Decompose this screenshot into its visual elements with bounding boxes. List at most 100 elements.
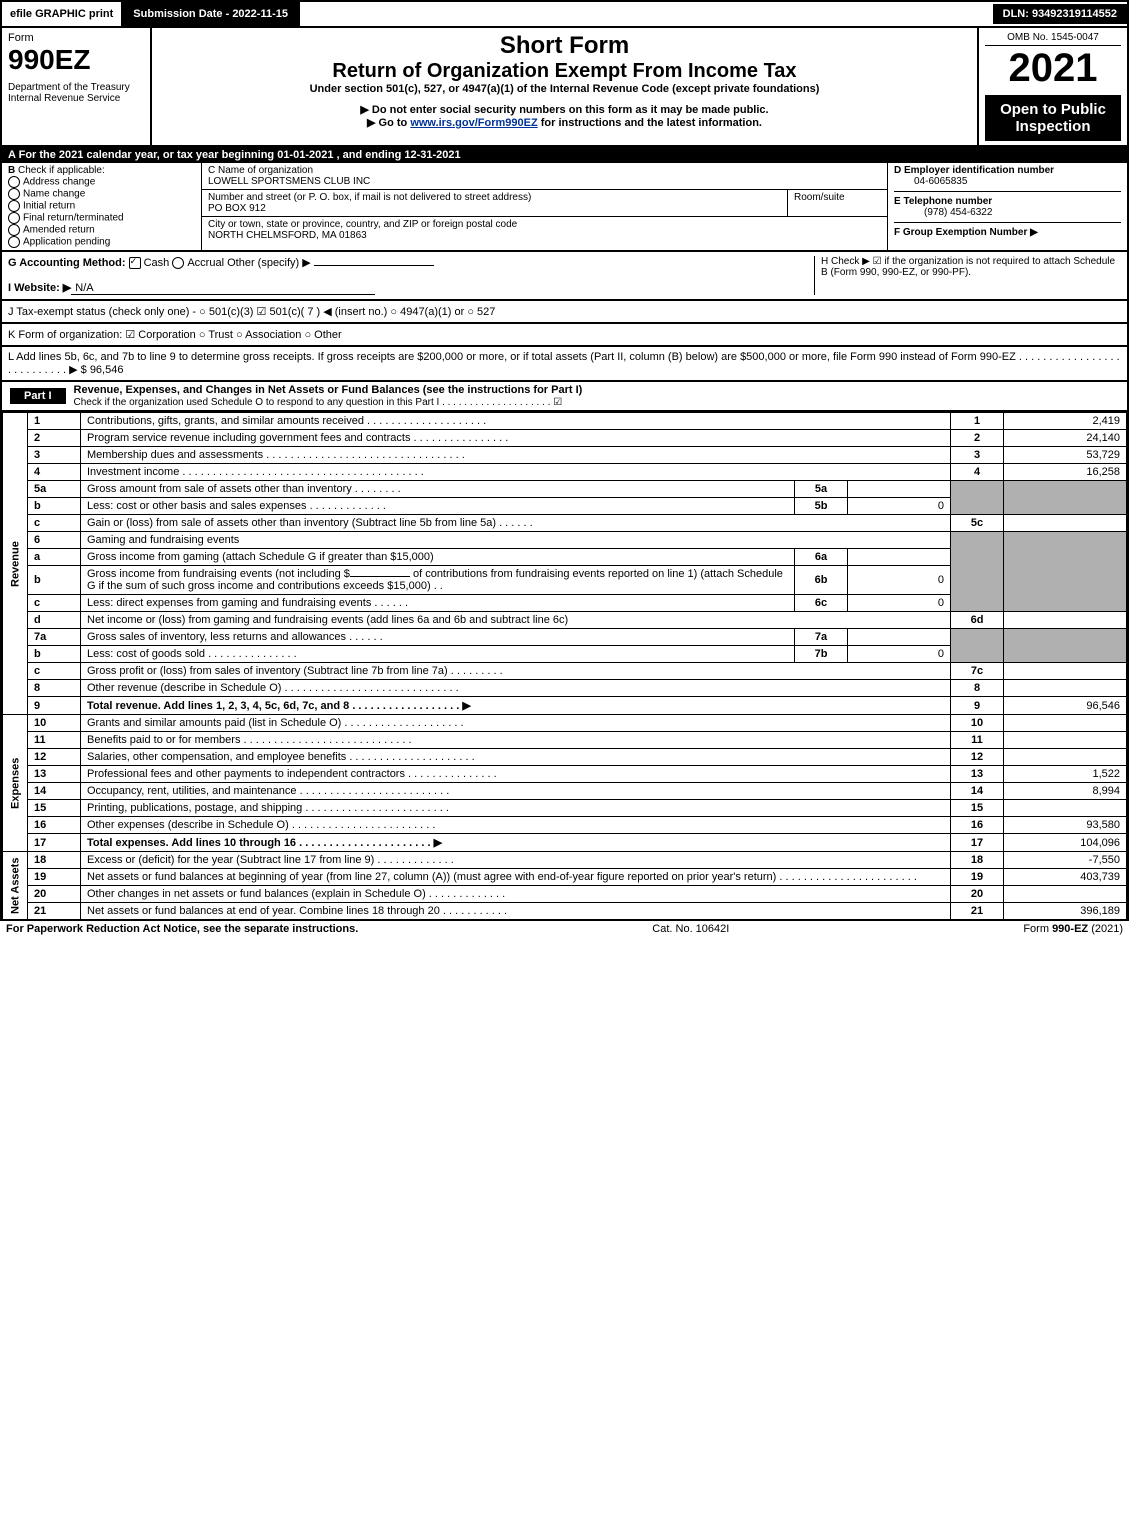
ln-9-text: Total revenue. Add lines 1, 2, 3, 4, 5c,… <box>87 700 471 712</box>
checkbox-application-pending[interactable] <box>8 236 20 248</box>
ln-5b-sa: 0 <box>848 498 951 515</box>
ln-1-amt: 2,419 <box>1004 413 1127 430</box>
top-bar: efile GRAPHIC print Submission Date - 20… <box>0 0 1129 26</box>
subtitle-3: ▶ Go to www.irs.gov/Form990EZ for instru… <box>158 116 971 129</box>
ln-4-amt: 16,258 <box>1004 464 1127 481</box>
b-opt-2: Initial return <box>23 201 75 212</box>
ln-6a-sa <box>848 549 951 566</box>
ln-20-text: Other changes in net assets or fund bala… <box>81 886 951 903</box>
checkbox-address-change[interactable] <box>8 176 20 188</box>
line-a: A For the 2021 calendar year, or tax yea… <box>0 147 1129 163</box>
g-other: Other (specify) ▶ <box>227 257 311 269</box>
b-opt-0: Address change <box>23 177 95 188</box>
ln-8-text: Other revenue (describe in Schedule O) .… <box>81 680 951 697</box>
line-l: L Add lines 5b, 6c, and 7b to line 9 to … <box>0 347 1129 382</box>
ln-7c-text: Gross profit or (loss) from sales of inv… <box>81 663 951 680</box>
ln-7b-sa: 0 <box>848 646 951 663</box>
subtitle-1: Under section 501(c), 527, or 4947(a)(1)… <box>158 83 971 95</box>
open-public: Open to Public Inspection <box>985 95 1121 141</box>
footer-right: Form 990-EZ (2021) <box>1023 923 1123 935</box>
net-assets-label: Net Assets <box>3 852 28 920</box>
form-number: 990EZ <box>8 44 144 76</box>
checkbox-cash[interactable] <box>129 257 141 269</box>
b-opt-5: Application pending <box>23 237 110 248</box>
part-1-heading: Revenue, Expenses, and Changes in Net As… <box>74 384 583 396</box>
addr-lbl: Number and street (or P. O. box, if mail… <box>208 192 531 203</box>
department: Department of the Treasury Internal Reve… <box>8 82 144 104</box>
ln-17-text: Total expenses. Add lines 10 through 16 … <box>87 837 442 849</box>
ln-2-amt: 24,140 <box>1004 430 1127 447</box>
ln-16-text: Other expenses (describe in Schedule O) … <box>81 817 951 834</box>
ln-6d-amt <box>1004 612 1127 629</box>
footer-left: For Paperwork Reduction Act Notice, see … <box>6 923 358 935</box>
ln-6b-sl: 6b <box>795 566 848 595</box>
telephone: (978) 454-6322 <box>894 207 992 218</box>
ln-8-amt <box>1004 680 1127 697</box>
ln-5a-text: Gross amount from sale of assets other t… <box>81 481 795 498</box>
efile-label: efile GRAPHIC print <box>2 4 121 24</box>
checkbox-initial-return[interactable] <box>8 200 20 212</box>
b-opt-4: Amended return <box>23 225 95 236</box>
ln-6a-text: Gross income from gaming (attach Schedul… <box>81 549 795 566</box>
part-1-check: Check if the organization used Schedule … <box>74 397 563 408</box>
ln-1-no: 1 <box>28 413 81 430</box>
ln-20-amt <box>1004 886 1127 903</box>
ln-5a-sa <box>848 481 951 498</box>
ln-7b-sl: 7b <box>795 646 848 663</box>
title-short-form: Short Form <box>158 32 971 60</box>
ln-12-amt <box>1004 749 1127 766</box>
ln-11-amt <box>1004 732 1127 749</box>
ln-5b-sl: 5b <box>795 498 848 515</box>
section-b: B Check if applicable: Address change Na… <box>2 163 202 250</box>
ln-13-text: Professional fees and other payments to … <box>81 766 951 783</box>
i-lbl: I Website: ▶ <box>8 282 71 294</box>
line-j: J Tax-exempt status (check only one) - ○… <box>0 301 1129 324</box>
b-title: Check if applicable: <box>18 165 105 176</box>
part-1-header: Part I Revenue, Expenses, and Changes in… <box>0 382 1129 412</box>
header-right: OMB No. 1545-0047 2021 Open to Public In… <box>977 28 1127 145</box>
line-h: H Check ▶ ☑ if the organization is not r… <box>814 256 1121 295</box>
checkbox-amended-return[interactable] <box>8 224 20 236</box>
ln-1-text: Contributions, gifts, grants, and simila… <box>81 413 951 430</box>
ln-21-text: Net assets or fund balances at end of ye… <box>81 903 951 920</box>
subtitle-2: ▶ Do not enter social security numbers o… <box>158 103 971 116</box>
page-footer: For Paperwork Reduction Act Notice, see … <box>0 920 1129 937</box>
ln-1-box: 1 <box>951 413 1004 430</box>
org-address: PO BOX 912 <box>208 203 266 214</box>
ln-6d-text: Net income or (loss) from gaming and fun… <box>81 612 951 629</box>
website: N/A <box>75 282 93 294</box>
f-lbl: F Group Exemption Number ▶ <box>894 227 1038 238</box>
part-1-table: Revenue 1 Contributions, gifts, grants, … <box>0 412 1129 920</box>
checkbox-final-return[interactable] <box>8 212 20 224</box>
org-name: LOWELL SPORTSMENS CLUB INC <box>208 176 370 187</box>
checkbox-accrual[interactable] <box>172 257 184 269</box>
ln-6c-sa: 0 <box>848 595 951 612</box>
b-opt-3: Final return/terminated <box>23 213 124 224</box>
e-lbl: E Telephone number <box>894 196 992 207</box>
ln-15-text: Printing, publications, postage, and shi… <box>81 800 951 817</box>
ln-6b-text: Gross income from fundraising events (no… <box>81 566 795 595</box>
ln-10-text: Grants and similar amounts paid (list in… <box>81 715 951 732</box>
checkbox-name-change[interactable] <box>8 188 20 200</box>
part-1-tab: Part I <box>10 388 66 404</box>
revenue-label: Revenue <box>3 413 28 715</box>
org-city: NORTH CHELMSFORD, MA 01863 <box>208 230 367 241</box>
ln-5a-sl: 5a <box>795 481 848 498</box>
section-def: D Employer identification number 04-6065… <box>887 163 1127 250</box>
ln-2-text: Program service revenue including govern… <box>81 430 951 447</box>
line-k: K Form of organization: ☑ Corporation ○ … <box>0 324 1129 347</box>
g-cash: Cash <box>144 257 170 269</box>
ln-7c-amt <box>1004 663 1127 680</box>
ln-6-text: Gaming and fundraising events <box>81 532 951 549</box>
ln-5c-text: Gain or (loss) from sale of assets other… <box>81 515 951 532</box>
b-opt-1: Name change <box>23 189 85 200</box>
ln-21-amt: 396,189 <box>1004 903 1127 920</box>
ln-13-amt: 1,522 <box>1004 766 1127 783</box>
ln-9-amt: 96,546 <box>1004 697 1127 715</box>
ln-7b-text: Less: cost of goods sold . . . . . . . .… <box>81 646 795 663</box>
ln-7a-sa <box>848 629 951 646</box>
room-suite-lbl: Room/suite <box>787 190 887 216</box>
d-lbl: D Employer identification number <box>894 165 1054 176</box>
g-lbl: G Accounting Method: <box>8 257 126 269</box>
irs-link[interactable]: www.irs.gov/Form990EZ <box>410 117 537 129</box>
